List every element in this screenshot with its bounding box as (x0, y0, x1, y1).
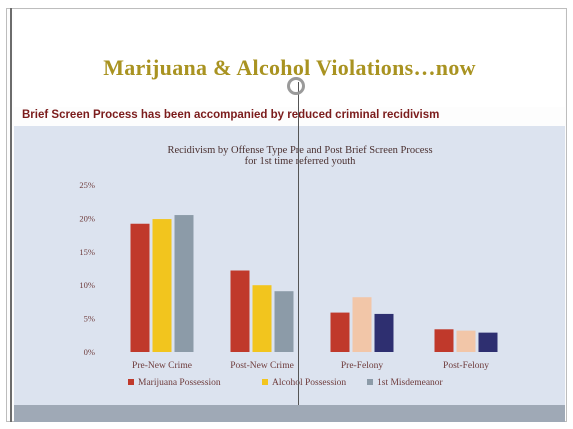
chart-title: Recidivism by Offense Type Pre and Post … (167, 145, 432, 167)
legend-label: Marijuana Possession (138, 378, 221, 388)
bar-2-1 (230, 270, 250, 352)
y-tick-label: 20% (79, 213, 95, 223)
bar-1-3 (174, 215, 194, 352)
circle-marker-icon[interactable] (287, 77, 305, 95)
y-tick-label: 0% (84, 347, 95, 357)
bar-3-1 (330, 312, 350, 352)
legend: Marijuana Possession Alcohol Possession 1s… (128, 378, 444, 388)
frame-edge (10, 8, 12, 422)
bar-1-2 (152, 219, 172, 352)
legend-swatch (128, 379, 134, 385)
y-tick-label: 5% (84, 314, 95, 324)
bar-4-2 (456, 330, 476, 352)
slide-title: Marijuana & Alcohol Violations…now (103, 55, 476, 80)
bars (130, 215, 498, 352)
footer-bar (14, 405, 565, 422)
bar-3-3 (374, 313, 394, 352)
category-labels: Pre-New Crime Post-New Crime Pre-Felony Pos… (132, 361, 489, 371)
chart-title-line-0: Recidivism by Offense Type Pre and Post … (167, 145, 432, 156)
chart-title-line-1: for 1st time referred youth (245, 156, 357, 167)
vertical-divider-line (298, 82, 299, 405)
bar-4-1 (434, 329, 454, 352)
bar-2-2 (252, 285, 272, 352)
y-tick-label: 10% (79, 280, 95, 290)
y-tick-label: 25% (79, 180, 95, 190)
legend-label: 1st Misdemeanor (377, 378, 444, 388)
legend-swatch (262, 379, 268, 385)
bar-4-3 (478, 332, 498, 352)
y-tick-label: 15% (79, 247, 95, 257)
legend-swatch (367, 379, 373, 385)
chart-background (14, 126, 565, 405)
category-label: Pre-New Crime (132, 361, 192, 371)
y-axis-ticks: 0% 5% 10% 15% 20% 25% (79, 180, 95, 357)
slide-subtitle: Brief Screen Process has been accompanie… (22, 109, 440, 121)
bar-1-1 (130, 223, 150, 352)
legend-label: Alcohol Possession (272, 378, 346, 388)
bar-3-2 (352, 297, 372, 352)
category-label: Post-Felony (443, 361, 489, 371)
category-label: Post-New Crime (230, 361, 294, 371)
bar-2-3 (274, 291, 294, 352)
category-label: Pre-Felony (341, 361, 383, 371)
